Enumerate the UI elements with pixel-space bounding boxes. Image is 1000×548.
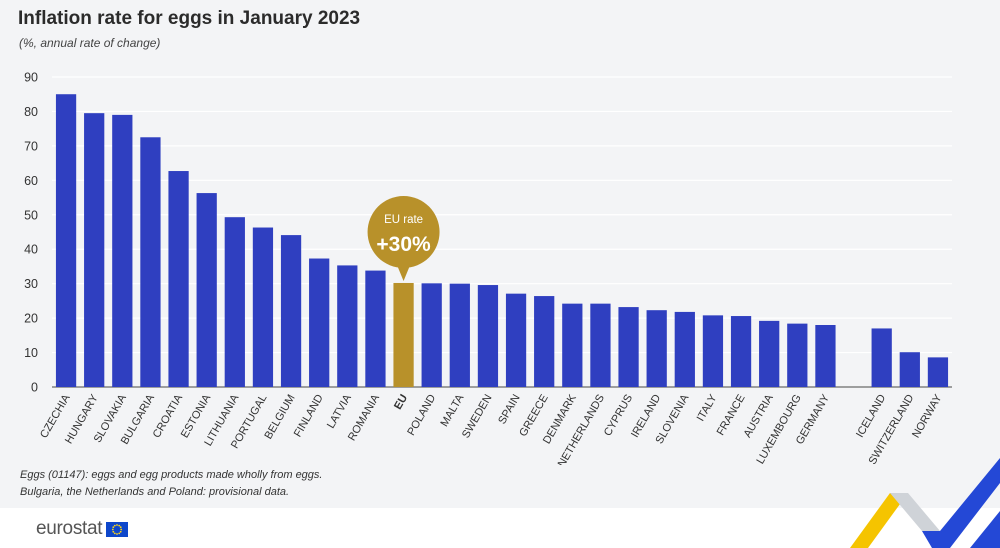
y-tick-label: 60 — [24, 174, 38, 188]
bar — [477, 285, 499, 387]
y-tick-label: 70 — [24, 139, 38, 153]
note-line: Eggs (01147): eggs and egg products made… — [20, 469, 323, 481]
chart-subtitle: (%, annual rate of change) — [19, 36, 161, 50]
eurostat-logo: eurostat — [36, 518, 129, 540]
bar — [899, 352, 920, 387]
bar-chart: 0102030405060708090CZECHIAHUNGARYSLOVAKI… — [24, 71, 952, 465]
x-tick-label: MALTA — [438, 392, 466, 429]
x-tick-label: SPAIN — [496, 392, 523, 426]
bar — [871, 328, 892, 387]
eu-bar — [393, 282, 414, 387]
bar — [505, 293, 527, 387]
bar — [927, 357, 949, 387]
callout-bubble — [367, 196, 440, 268]
bar — [252, 227, 274, 387]
y-tick-label: 50 — [24, 208, 38, 222]
chart-title: Inflation rate for eggs in January 2023 — [18, 8, 361, 29]
y-tick-label: 80 — [24, 105, 38, 119]
callout-pointer — [396, 264, 411, 281]
logo-text: eurostat — [36, 518, 103, 539]
bar — [562, 303, 583, 387]
x-tick-label: EU — [392, 392, 410, 411]
bar — [674, 311, 695, 387]
x-tick-label: POLAND — [405, 392, 438, 437]
footer-band — [0, 508, 1000, 548]
y-tick-label: 10 — [24, 346, 38, 360]
eu-flag-icon — [106, 521, 129, 537]
note-line: Bulgaria, the Netherlands and Poland: pr… — [20, 486, 290, 498]
x-tick-label: LATVIA — [325, 392, 354, 431]
bar — [84, 113, 105, 388]
bar — [787, 323, 808, 387]
bar — [309, 258, 330, 387]
y-tick-label: 40 — [24, 243, 38, 257]
bar — [224, 217, 245, 387]
bar — [590, 303, 611, 387]
bar — [55, 94, 77, 387]
bar — [140, 137, 161, 387]
callout-label: EU rate — [384, 214, 423, 226]
bar — [168, 171, 189, 387]
bar — [618, 307, 639, 387]
x-tick-label: ITALY — [695, 392, 720, 424]
bar — [196, 193, 217, 387]
bar — [702, 315, 724, 387]
bar — [759, 320, 780, 387]
decorative-chevron-graphic — [850, 458, 1000, 548]
y-tick-label: 90 — [24, 71, 38, 85]
bar — [337, 265, 358, 387]
callout-value: +30% — [376, 233, 431, 256]
chart-notes: Eggs (01147): eggs and egg products made… — [20, 467, 322, 501]
bar — [365, 270, 386, 387]
y-tick-label: 30 — [24, 277, 38, 291]
bar — [730, 316, 752, 387]
y-tick-label: 20 — [24, 312, 38, 326]
bar — [534, 296, 555, 387]
bar — [646, 310, 667, 387]
bar — [421, 283, 442, 387]
bar — [449, 283, 470, 387]
bar — [112, 114, 133, 387]
bar — [280, 235, 302, 387]
y-tick-label: 0 — [31, 381, 38, 395]
bar — [815, 325, 836, 387]
